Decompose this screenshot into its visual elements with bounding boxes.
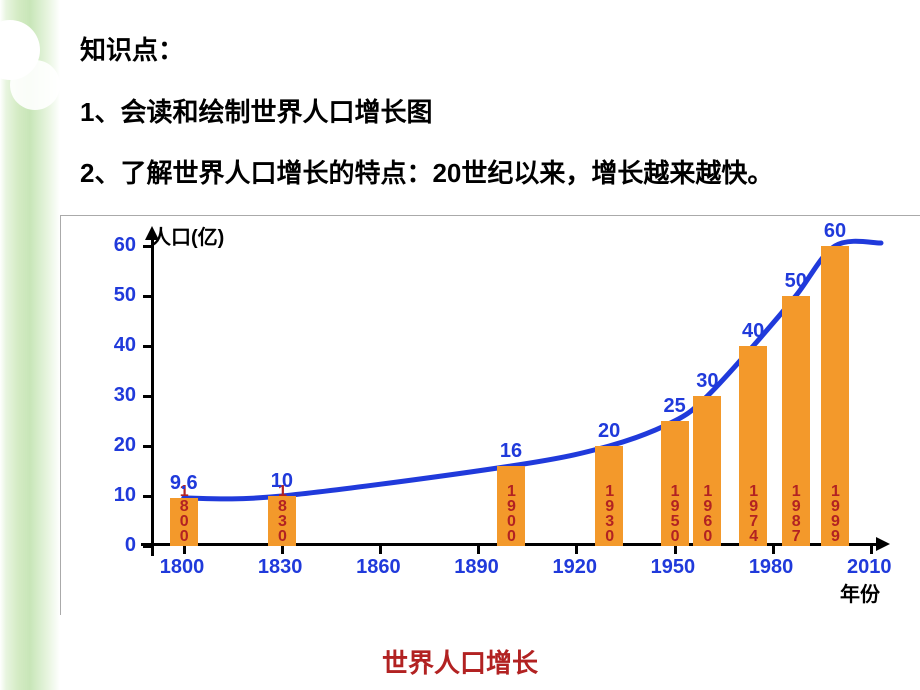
bar-value-label: 60 bbox=[810, 220, 860, 243]
x-tick-label: 1890 bbox=[454, 556, 499, 579]
point-2: 2、了解世界人口增长的特点：20世纪以来，增长越来越快。 bbox=[80, 153, 880, 195]
x-tick-label: 1950 bbox=[651, 556, 696, 579]
chart-caption-text: 世界人口增长 bbox=[382, 648, 538, 678]
slide-content: 知识点： 1、会读和绘制世界人口增长图 2、了解世界人口增长的特点：20世纪以来… bbox=[0, 0, 920, 615]
x-tick bbox=[575, 546, 578, 554]
bar-year-label: 1974 bbox=[744, 483, 762, 543]
population-bar: 1950 bbox=[661, 421, 689, 546]
bar-value-label: 10 bbox=[257, 470, 307, 493]
bar-year-label: 1999 bbox=[826, 483, 844, 543]
y-tick-label: 60 bbox=[66, 234, 136, 257]
y-tick-label: 0 bbox=[66, 534, 136, 557]
population-bar: 1830 bbox=[268, 496, 296, 546]
bar-value-label: 9.6 bbox=[159, 472, 209, 495]
population-bar: 1974 bbox=[739, 346, 767, 546]
y-tick bbox=[143, 395, 151, 398]
bar-year-label: 1900 bbox=[502, 483, 520, 543]
bar-value-label: 40 bbox=[728, 320, 778, 343]
point-1: 1、会读和绘制世界人口增长图 bbox=[80, 92, 880, 134]
y-tick bbox=[143, 245, 151, 248]
x-tick-label: 1860 bbox=[356, 556, 401, 579]
population-bar: 1999 bbox=[821, 246, 849, 546]
y-tick bbox=[143, 545, 151, 548]
y-tick-label: 50 bbox=[66, 284, 136, 307]
bar-value-label: 50 bbox=[771, 270, 821, 293]
bar-year-label: 1930 bbox=[600, 483, 618, 543]
y-axis-arrow bbox=[145, 226, 160, 241]
x-axis-title: 年份 bbox=[840, 578, 880, 607]
y-tick bbox=[143, 295, 151, 298]
y-tick-label: 20 bbox=[66, 434, 136, 457]
x-tick bbox=[870, 546, 873, 554]
bar-value-label: 25 bbox=[650, 395, 700, 418]
x-tick bbox=[477, 546, 480, 554]
chart-caption: 世界人口增长 bbox=[0, 643, 920, 680]
x-tick-label: 1980 bbox=[749, 556, 794, 579]
bar-value-label: 30 bbox=[682, 370, 732, 393]
x-tick bbox=[772, 546, 775, 554]
x-tick bbox=[183, 546, 186, 554]
population-bar: 1987 bbox=[782, 296, 810, 546]
bar-year-label: 1960 bbox=[698, 483, 716, 543]
y-tick bbox=[143, 345, 151, 348]
x-tick bbox=[674, 546, 677, 554]
y-tick-label: 30 bbox=[66, 384, 136, 407]
x-axis-arrow bbox=[876, 537, 891, 552]
population-bar: 1900 bbox=[497, 466, 525, 546]
x-tick bbox=[379, 546, 382, 554]
chart-plot-area: 1800 9.6 1830 10 1900 16 1930 20 1950 25 1960 30 197… bbox=[151, 246, 871, 546]
population-bar: 1930 bbox=[595, 446, 623, 546]
y-tick bbox=[143, 445, 151, 448]
population-bar: 1960 bbox=[693, 396, 721, 546]
y-tick bbox=[143, 495, 151, 498]
x-tick-label: 1830 bbox=[258, 556, 303, 579]
bar-value-label: 16 bbox=[486, 440, 536, 463]
bar-value-label: 20 bbox=[584, 420, 634, 443]
knowledge-heading: 知识点： bbox=[80, 30, 880, 72]
bar-year-label: 1950 bbox=[666, 483, 684, 543]
population-bar: 1800 bbox=[170, 498, 198, 546]
x-tick-label: 2010 bbox=[847, 556, 892, 579]
x-tick-label: 1920 bbox=[552, 556, 597, 579]
x-tick-label: 1800 bbox=[160, 556, 205, 579]
x-tick bbox=[281, 546, 284, 554]
bar-year-label: 1987 bbox=[787, 483, 805, 543]
y-tick-label: 10 bbox=[66, 484, 136, 507]
y-tick-label: 40 bbox=[66, 334, 136, 357]
population-chart: 人口(亿) 18009.6183010190016193020195025196… bbox=[60, 215, 920, 615]
